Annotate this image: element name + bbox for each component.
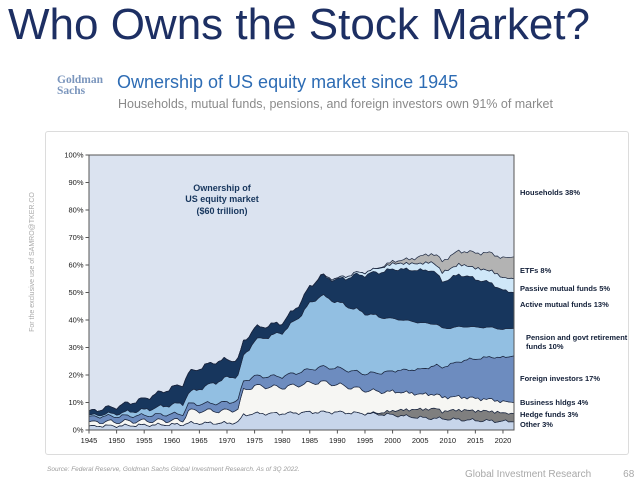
x-tick-label: 1945 (81, 436, 98, 445)
series-label-households: Households 38% (520, 188, 581, 197)
footer-division: Global Investment Research (465, 469, 592, 480)
series-label-other: Other 3% (520, 420, 553, 429)
goldman-sachs-logo: Goldman Sachs (57, 75, 103, 96)
slide-footer: Global Investment Research 68 (465, 469, 634, 480)
x-tick-label: 1980 (274, 436, 291, 445)
series-label-business: Business hldgs 4% (520, 398, 589, 407)
x-tick-label: 2000 (384, 436, 401, 445)
x-tick-label: 1965 (191, 436, 208, 445)
x-tick-label: 1985 (301, 436, 318, 445)
chart-annotation: Ownership of US equity market ($60 trill… (185, 183, 259, 216)
logo-line-2: Sachs (57, 84, 86, 97)
x-tick-label: 1970 (219, 436, 236, 445)
x-tick-label: 2005 (412, 436, 429, 445)
series-label-active: Active mutual funds 13% (520, 300, 609, 309)
y-tick-label: 100% (64, 151, 84, 160)
y-tick-label: 60% (68, 261, 83, 270)
y-tick-label: 80% (68, 206, 83, 215)
slide-title: Who Owns the Stock Market? (8, 0, 590, 49)
x-tick-label: 1950 (108, 436, 125, 445)
watermark-text: For the exclusive use of SAMRO@TKER.CO (29, 192, 36, 332)
x-tick-label: 1960 (163, 436, 180, 445)
chart-subheading: Households, mutual funds, pensions, and … (118, 97, 553, 111)
series-label-pension: Pension and govt retirement funds 10% (526, 333, 628, 352)
logo-line-1: Goldman (57, 74, 104, 86)
y-tick-label: 70% (68, 233, 83, 242)
source-note: Source: Federal Reserve, Goldman Sachs G… (47, 466, 300, 473)
x-tick-label: 1995 (357, 436, 374, 445)
y-tick-label: 50% (68, 288, 83, 297)
page-number: 68 (623, 469, 635, 480)
y-tick-label: 40% (68, 316, 83, 325)
x-tick-label: 1955 (136, 436, 153, 445)
stacked-area-chart: 100% 90% 80% 70% 60% 50% 40% 30% 20% 10% 0%1945 195… (64, 151, 515, 445)
series-label-passive: Passive mutual funds 5% (520, 284, 611, 293)
y-tick-label: 20% (68, 371, 83, 380)
y-tick-label: 10% (68, 398, 83, 407)
x-tick-label: 1975 (246, 436, 263, 445)
chart-heading: Ownership of US equity market since 1945 (117, 72, 459, 92)
y-tick-label: 0% (73, 426, 84, 435)
series-label-hedge: Hedge funds 3% (520, 410, 579, 419)
x-tick-label: 1990 (329, 436, 346, 445)
x-tick-label: 2010 (439, 436, 456, 445)
y-tick-label: 90% (68, 178, 83, 187)
series-label-foreign: Foreign investors 17% (520, 374, 601, 383)
series-label-etf: ETFs 8% (520, 266, 552, 275)
y-tick-label: 30% (68, 343, 83, 352)
x-tick-label: 2015 (467, 436, 484, 445)
x-tick-label: 2020 (495, 436, 512, 445)
